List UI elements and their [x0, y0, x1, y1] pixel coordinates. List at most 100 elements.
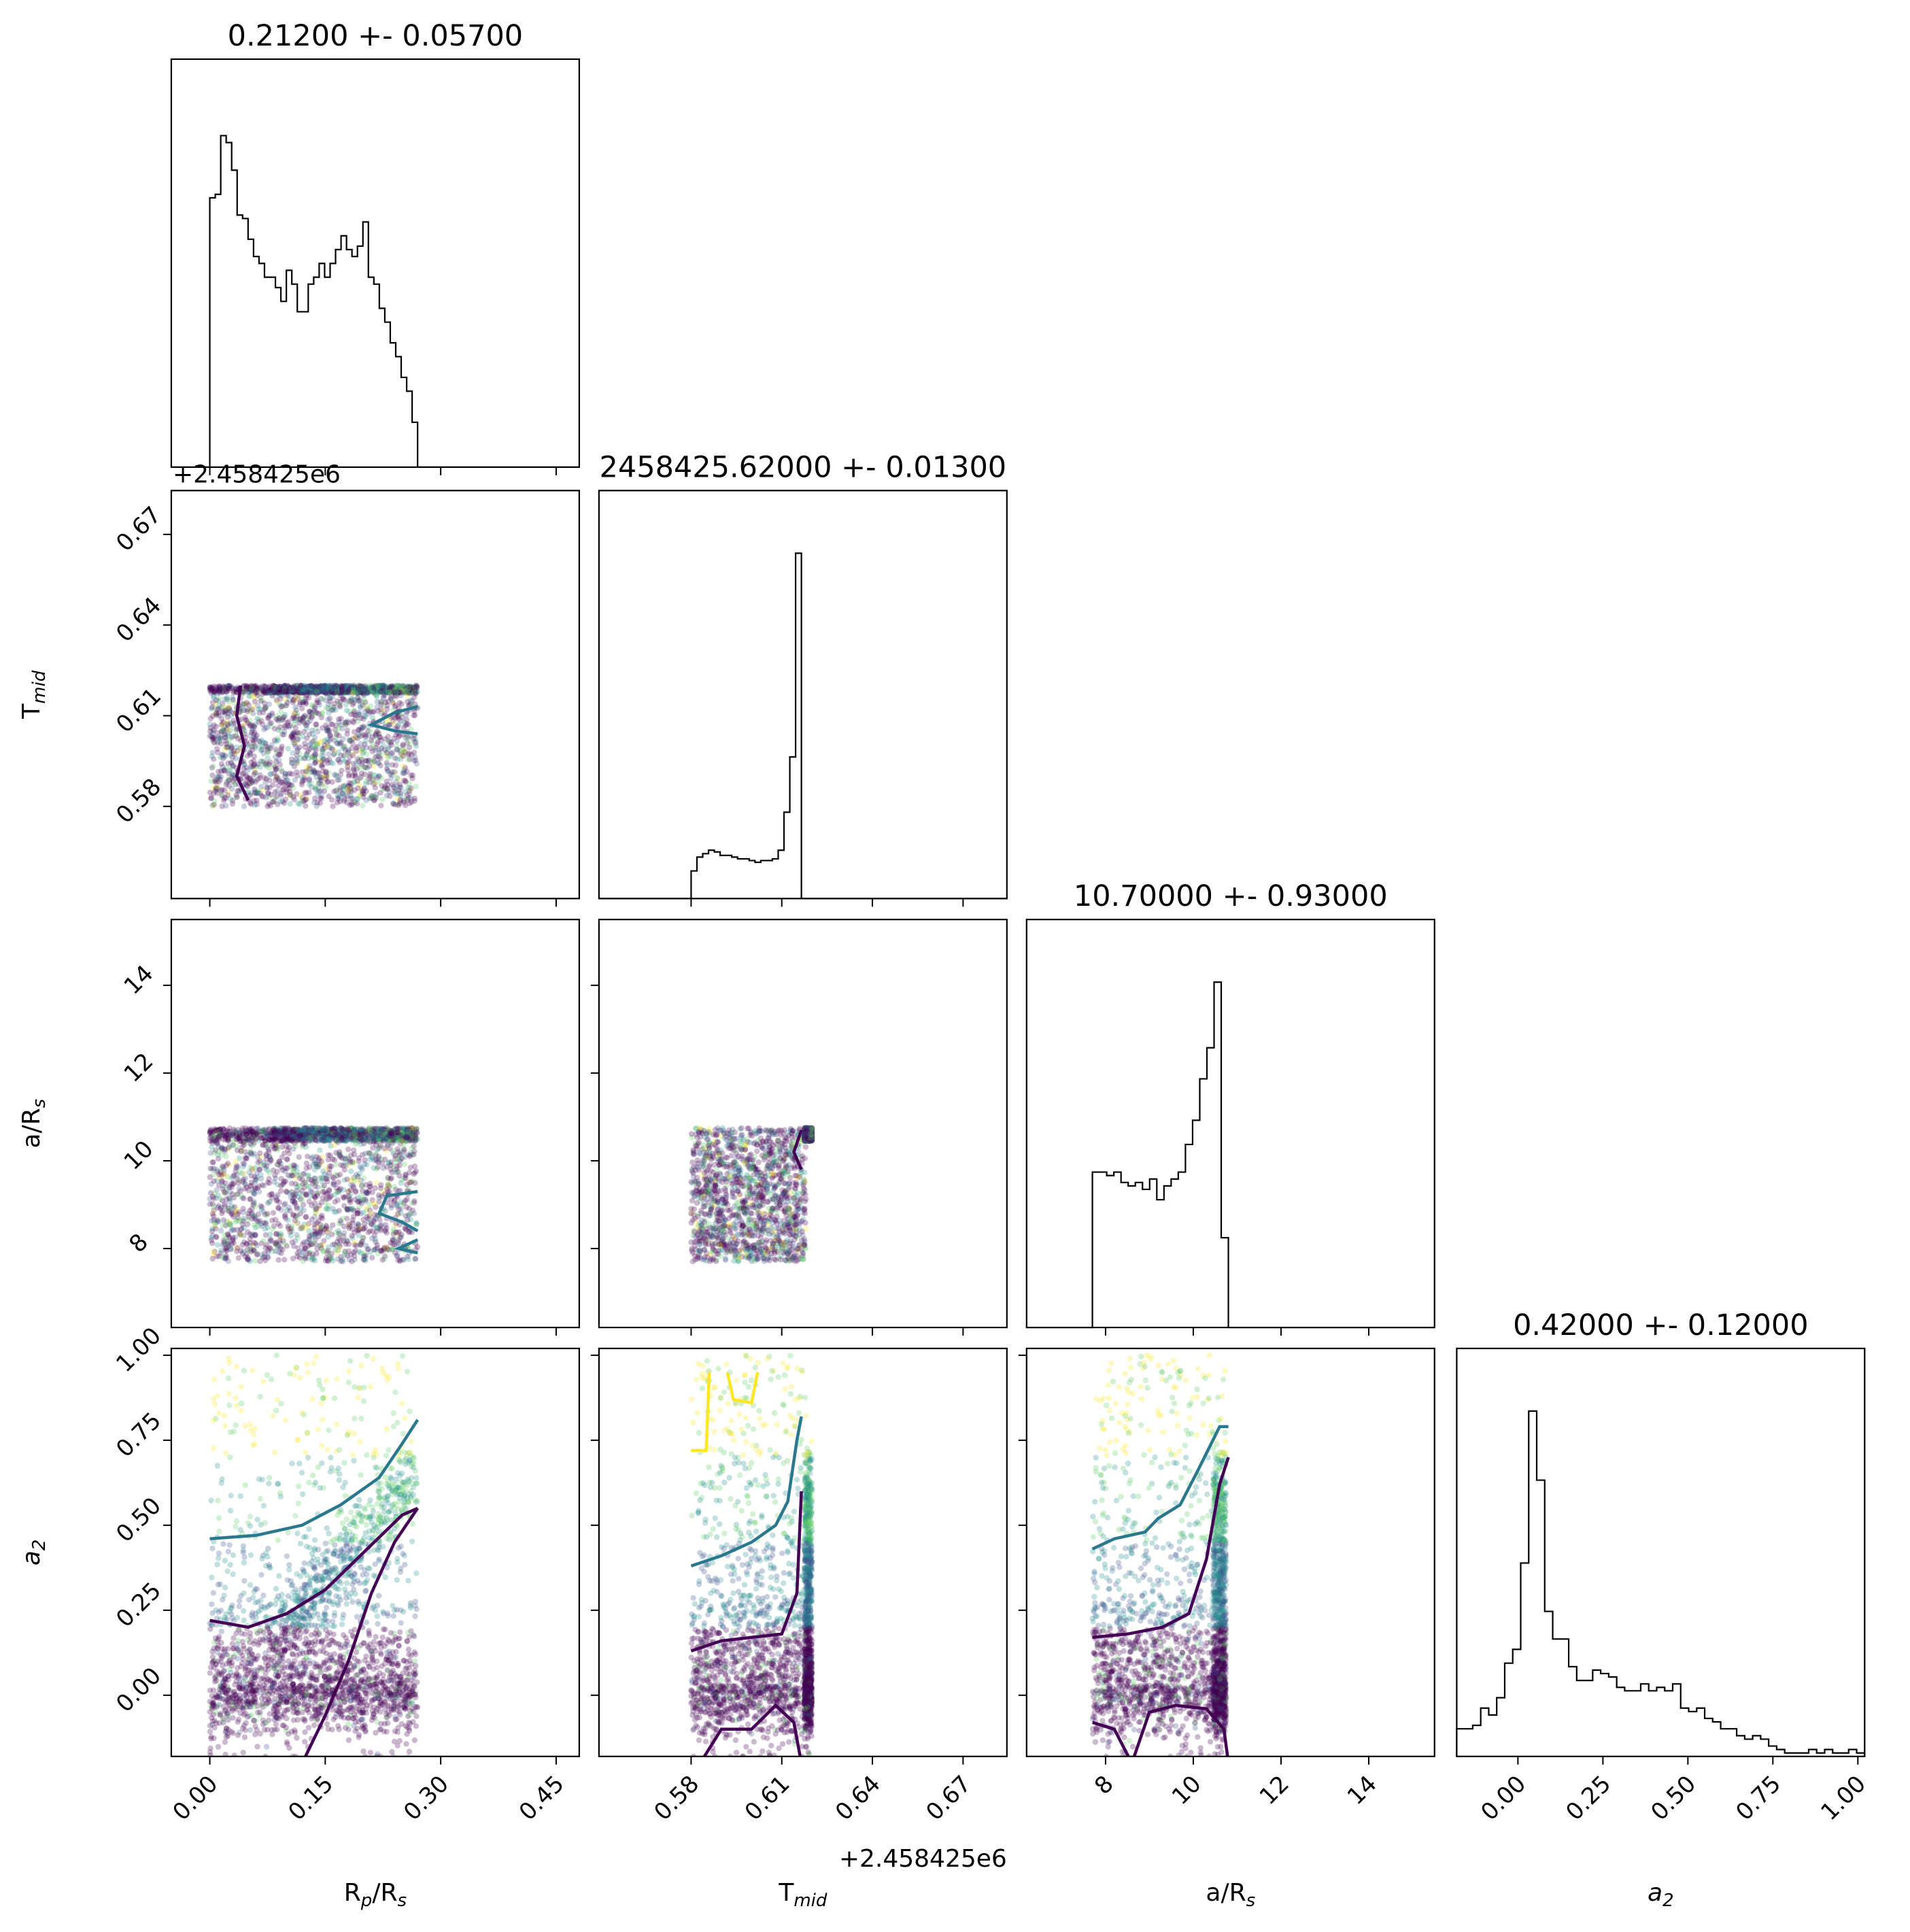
data-point	[260, 1238, 267, 1244]
data-point	[309, 689, 315, 696]
data-point	[334, 683, 340, 690]
data-point	[290, 1133, 296, 1139]
data-point	[388, 687, 394, 693]
data-point	[356, 685, 362, 692]
data-point	[225, 776, 232, 782]
data-point	[226, 783, 233, 789]
data-point	[369, 684, 375, 690]
data-point	[229, 685, 235, 691]
data-point	[242, 700, 248, 707]
data-point	[294, 729, 301, 736]
data-point	[290, 696, 296, 703]
data-point	[278, 1207, 284, 1213]
data-point	[245, 1135, 252, 1141]
data-point	[406, 1206, 412, 1212]
data-point	[248, 689, 254, 695]
data-point	[305, 748, 311, 755]
data-point	[313, 1128, 319, 1134]
data-point	[369, 1132, 376, 1138]
data-point	[392, 1132, 398, 1138]
data-point	[388, 750, 394, 757]
data-point	[329, 689, 335, 695]
data-point	[273, 794, 279, 800]
data-point	[363, 778, 369, 785]
data-point	[249, 684, 255, 690]
data-point	[345, 749, 352, 756]
data-point	[396, 734, 402, 740]
data-point	[262, 690, 268, 696]
data-point	[375, 729, 381, 735]
data-point	[247, 1140, 254, 1147]
data-point	[301, 1170, 307, 1177]
data-point	[272, 683, 278, 690]
data-point	[248, 708, 254, 715]
data-point	[369, 715, 375, 721]
data-point	[260, 1128, 266, 1134]
data-point	[340, 736, 346, 742]
data-point	[405, 722, 411, 728]
data-point	[223, 764, 229, 771]
data-point	[221, 1190, 228, 1196]
data-point	[265, 1147, 272, 1153]
data-point	[209, 802, 216, 809]
data-point	[376, 683, 382, 690]
data-point	[394, 747, 400, 753]
data-point	[297, 688, 303, 694]
data-point	[278, 1232, 285, 1238]
data-point	[333, 687, 339, 693]
data-point	[317, 780, 323, 786]
data-point	[410, 685, 417, 691]
data-point	[411, 758, 417, 764]
data-point	[222, 731, 228, 738]
data-point	[274, 1132, 281, 1138]
data-point	[313, 700, 320, 706]
data-point	[331, 1181, 337, 1187]
data-point	[219, 690, 225, 696]
data-point	[326, 737, 332, 744]
data-point	[221, 725, 228, 732]
data-point	[246, 684, 252, 690]
data-point	[215, 1151, 221, 1158]
data-point	[261, 726, 267, 732]
data-point	[225, 710, 232, 716]
data-point	[263, 690, 269, 696]
data-point	[313, 758, 319, 765]
data-point	[307, 746, 313, 752]
data-point	[345, 687, 352, 693]
data-point	[274, 788, 280, 794]
data-point	[412, 1128, 418, 1134]
data-point	[396, 689, 403, 696]
data-point	[226, 1129, 232, 1135]
data-point	[348, 789, 354, 795]
data-point	[337, 687, 343, 693]
data-point	[352, 800, 358, 806]
data-point	[212, 711, 218, 717]
data-point	[358, 689, 364, 695]
data-point	[296, 1134, 303, 1141]
data-point	[383, 760, 390, 766]
data-point	[297, 756, 304, 762]
data-point	[306, 689, 312, 695]
data-point	[316, 684, 322, 690]
data-point	[345, 1207, 351, 1213]
data-point	[302, 1140, 308, 1147]
data-point	[273, 688, 279, 694]
data-point	[302, 688, 308, 694]
data-point	[226, 683, 232, 689]
data-point	[373, 795, 379, 801]
data-point	[371, 690, 377, 696]
data-point	[388, 1134, 394, 1140]
data-point	[220, 767, 227, 774]
data-point	[377, 1126, 383, 1132]
data-point	[366, 707, 372, 713]
data-point	[282, 685, 288, 691]
data-point	[276, 751, 282, 758]
data-point	[397, 748, 404, 754]
data-point	[220, 685, 226, 691]
data-point	[403, 721, 410, 727]
data-point	[307, 689, 313, 695]
data-point	[341, 1195, 347, 1201]
data-point	[316, 683, 322, 690]
data-point	[378, 1182, 384, 1188]
data-point	[372, 779, 378, 786]
